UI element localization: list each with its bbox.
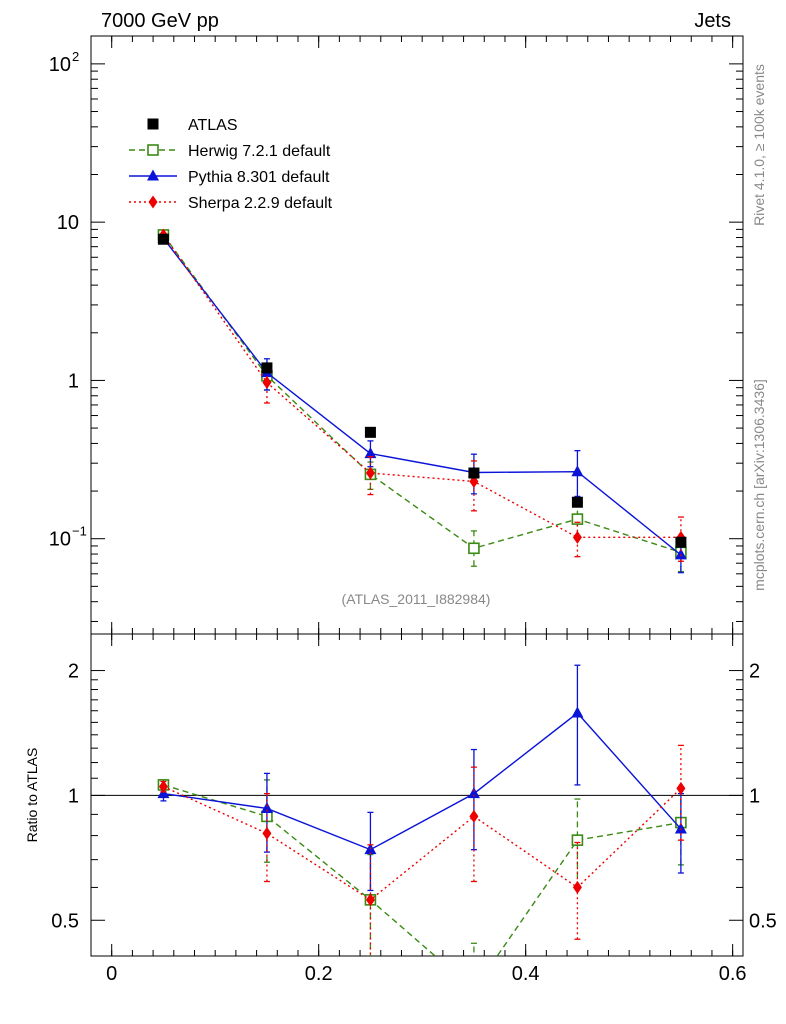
- main-point-herwig: [468, 542, 480, 555]
- analysis-label: (ATLAS_2011_I882984): [342, 591, 491, 607]
- x-tick-label: 0.6: [719, 963, 747, 985]
- ratio-series-pythia: [157, 664, 687, 892]
- main-line-pythia: [162, 237, 682, 556]
- main-point-atlas: [261, 362, 273, 374]
- ratio-point-sherpa: [158, 780, 168, 794]
- ratio-series-herwig: [157, 779, 687, 956]
- ratio-point-pythia: [674, 822, 687, 834]
- ratio-line-sherpa: [163, 785, 682, 901]
- ratio-tick-label: 1: [68, 785, 79, 807]
- ratio-line-pythia: [163, 712, 682, 851]
- legend-item-pythia: Pythia 8.301 default: [129, 169, 330, 186]
- ratio-point-pythia: [260, 801, 273, 813]
- ratio-tick-label-right: 2: [749, 661, 760, 683]
- ratio-point-pythia: [467, 787, 480, 799]
- ratio-point-sherpa: [365, 893, 375, 907]
- legend: ATLAS Herwig 7.2.1 default Pythia 8.301 de…: [129, 117, 333, 212]
- legend-label-atlas: ATLAS: [188, 117, 238, 134]
- x-axis: 0 0.2 0.4 0.6: [106, 36, 747, 985]
- y-tick-label: 10: [57, 212, 79, 234]
- y-tick-exponent: 2: [72, 49, 79, 64]
- y-tick-exponent: −1: [72, 524, 87, 539]
- ratio-point-pythia: [571, 706, 584, 718]
- legend-marker-sherpa: [148, 195, 158, 209]
- ratio-series-sherpa: [158, 744, 686, 956]
- ratio-point-sherpa: [469, 809, 479, 823]
- ratio-tick-label-right: 0.5: [749, 910, 777, 932]
- ratio-tick-label: 2: [68, 661, 79, 683]
- plot-title-left: 7000 GeV pp: [101, 10, 219, 32]
- legend-marker-atlas: [147, 118, 159, 130]
- main-point-herwig: [571, 513, 584, 525]
- legend-item-sherpa: Sherpa 2.2.9 default: [129, 195, 333, 212]
- main-point-sherpa: [262, 376, 272, 390]
- main-point-sherpa: [365, 466, 375, 480]
- mcplots-label: mcplots.cern.ch [arXiv:1306.3436]: [751, 379, 767, 591]
- rivet-version-label: Rivet 4.1.0, ≥ 100k events: [751, 64, 767, 226]
- main-point-sherpa: [572, 530, 582, 544]
- plot-title-right: Jets: [694, 10, 731, 32]
- ratio-tick-label: 0.5: [51, 910, 79, 932]
- legend-marker-herwig: [147, 144, 159, 156]
- legend-marker-pythia: [147, 169, 159, 181]
- main-point-atlas: [675, 536, 687, 548]
- legend-item-atlas: ATLAS: [147, 117, 238, 134]
- main-line-herwig: [162, 234, 682, 554]
- main-point-pythia: [571, 465, 584, 477]
- legend-label-sherpa: Sherpa 2.2.9 default: [188, 195, 333, 212]
- main-series-herwig: [157, 229, 687, 573]
- y-tick-label: 10: [49, 529, 71, 551]
- main-series-atlas: [157, 233, 687, 548]
- ratio-point-herwig: [571, 834, 584, 846]
- x-tick-label: 0.4: [512, 963, 540, 985]
- main-point-atlas: [364, 426, 376, 438]
- ratio-tick-label-right: 1: [749, 785, 760, 807]
- legend-label-herwig: Herwig 7.2.1 default: [188, 143, 331, 160]
- legend-label-pythia: Pythia 8.301 default: [188, 169, 330, 186]
- legend-item-herwig: Herwig 7.2.1 default: [129, 143, 331, 160]
- main-point-atlas: [157, 233, 169, 245]
- ratio-point-sherpa: [676, 781, 686, 795]
- main-point-pythia: [364, 447, 377, 459]
- main-line-sherpa: [162, 234, 681, 539]
- y-tick-label: 1: [68, 370, 79, 392]
- y-tick-label: 10: [49, 54, 71, 76]
- main-point-pythia: [674, 548, 687, 560]
- ratio-line-herwig: [163, 784, 682, 956]
- x-tick-label: 0.2: [305, 963, 333, 985]
- x-tick-label: 0: [106, 963, 117, 985]
- ratio-point-sherpa: [572, 880, 582, 894]
- ratio-point-sherpa: [262, 826, 272, 840]
- main-point-atlas: [571, 496, 583, 508]
- main-series-pythia: [157, 231, 687, 574]
- ratio-y-label: Ratio to ATLAS: [24, 748, 40, 843]
- main-point-atlas: [468, 467, 480, 479]
